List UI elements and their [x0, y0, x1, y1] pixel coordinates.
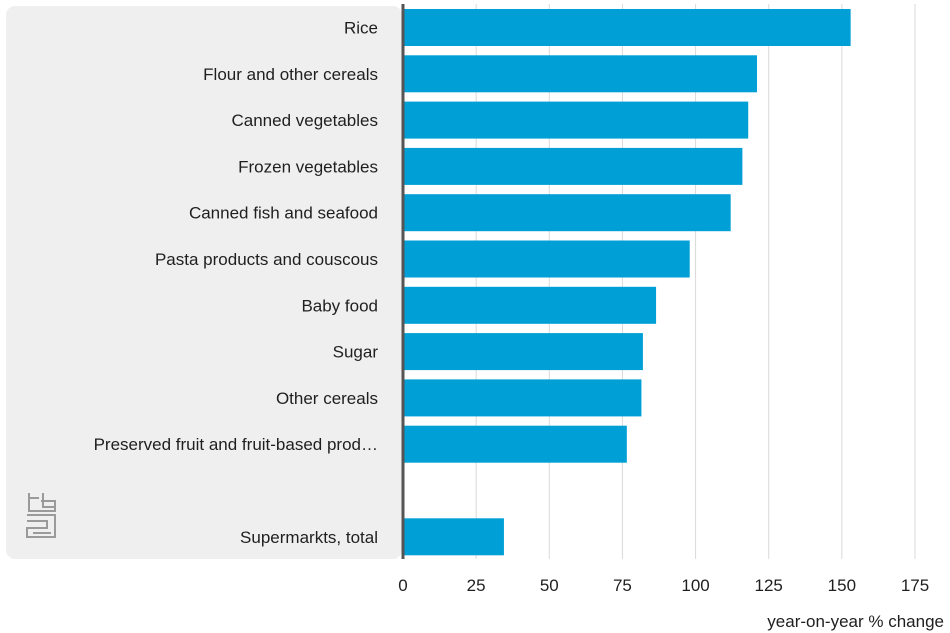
category-label: Supermarkts, total	[240, 528, 378, 547]
x-tick-label: 0	[398, 576, 407, 595]
x-tick-label: 75	[613, 576, 632, 595]
x-tick-label: 50	[540, 576, 559, 595]
x-tick-labels: 0 25 50 75 100 125 150 175	[398, 576, 929, 595]
category-label: Canned fish and seafood	[189, 204, 378, 223]
category-label: Flour and other cereals	[203, 65, 378, 84]
gridlines	[475, 4, 916, 559]
category-label: Baby food	[301, 296, 378, 315]
x-tick-label: 125	[755, 576, 783, 595]
category-label: Rice	[344, 19, 378, 38]
bar	[404, 240, 690, 278]
bar	[404, 147, 743, 185]
bars	[404, 9, 851, 556]
bar	[404, 101, 749, 139]
x-tick-label: 100	[681, 576, 709, 595]
x-tick-label: 150	[828, 576, 856, 595]
x-axis-title: year-on-year % change	[767, 612, 944, 631]
bar	[404, 55, 758, 93]
bar	[404, 425, 627, 463]
category-label: Other cereals	[276, 389, 378, 408]
category-label: Canned vegetables	[231, 111, 378, 130]
category-labels: Rice Flour and other cereals Canned vegeta…	[94, 19, 379, 547]
bar	[404, 518, 504, 556]
category-label: Frozen vegetables	[238, 157, 378, 176]
cbs-logo-icon	[26, 493, 56, 538]
label-panel	[6, 6, 402, 559]
category-label: Preserved fruit and fruit-based prod…	[94, 435, 378, 454]
bar	[404, 286, 657, 324]
x-tick-label: 175	[901, 576, 929, 595]
x-tick-label: 25	[467, 576, 486, 595]
category-label: Sugar	[333, 343, 379, 362]
bar	[404, 9, 851, 46]
bar	[404, 194, 731, 232]
category-label: Pasta products and couscous	[155, 250, 378, 269]
bar	[404, 379, 642, 417]
bar	[404, 333, 643, 371]
